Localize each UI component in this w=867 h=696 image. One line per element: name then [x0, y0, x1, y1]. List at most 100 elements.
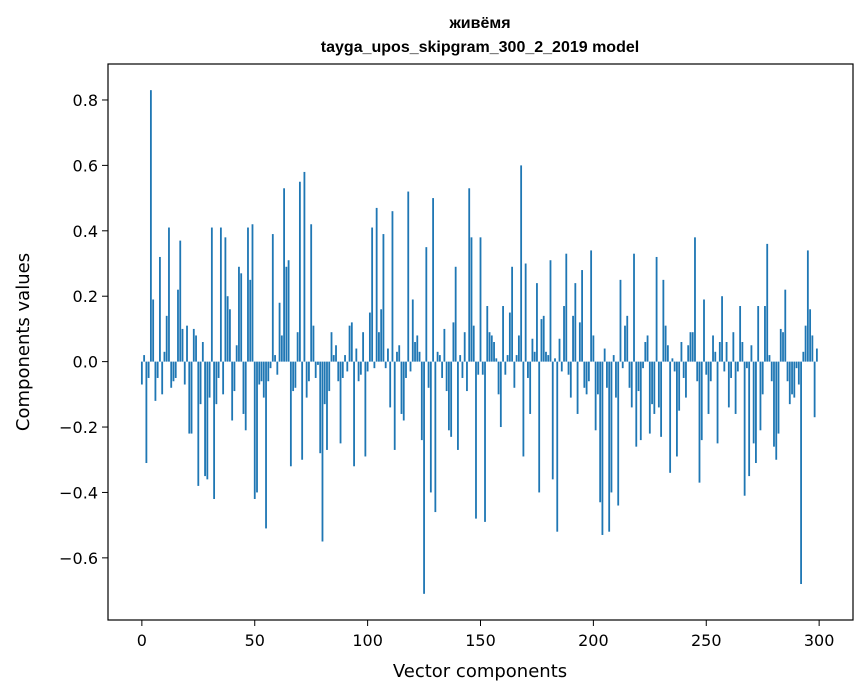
bar-136	[447, 361, 450, 431]
bar-277	[766, 243, 769, 362]
bar-2	[145, 361, 148, 464]
bar-26	[199, 361, 202, 405]
bar-84	[330, 332, 333, 362]
bar-208	[610, 361, 613, 493]
bar-92	[348, 325, 351, 362]
bar-132	[438, 355, 441, 362]
bar-118	[407, 191, 410, 362]
bar-175	[536, 283, 538, 362]
bar-266	[741, 342, 744, 362]
y-tick-label: −0.4	[59, 483, 98, 502]
bar-179	[545, 351, 547, 362]
bar-198	[587, 361, 590, 382]
bar-153	[486, 306, 489, 362]
bar-234	[669, 361, 672, 473]
bar-158	[497, 361, 500, 395]
bar-182	[551, 361, 554, 480]
bar-3	[147, 361, 150, 378]
bar-74	[308, 361, 310, 382]
bar-263	[734, 361, 737, 414]
bar-273	[757, 306, 760, 362]
bar-59	[274, 355, 276, 362]
bar-225	[648, 361, 651, 434]
bar-130	[434, 361, 437, 513]
bar-33	[215, 361, 218, 405]
bar-36	[222, 361, 225, 395]
bar-296	[809, 309, 812, 362]
bar-195	[581, 270, 583, 362]
bar-267	[743, 361, 746, 496]
bar-287	[788, 361, 791, 405]
bar-25	[197, 361, 200, 486]
bar-216	[628, 361, 631, 388]
bar-100	[366, 361, 369, 372]
bar-37	[224, 237, 227, 362]
x-tick-label: 150	[465, 631, 496, 650]
bar-272	[755, 361, 757, 464]
bar-183	[554, 358, 556, 362]
bar-9	[161, 361, 164, 395]
bar-290	[795, 361, 798, 369]
bar-120	[411, 299, 414, 362]
bar-30	[208, 361, 211, 398]
bar-138	[452, 322, 455, 362]
bar-149	[477, 361, 480, 375]
bar-0	[140, 361, 143, 385]
bar-254	[714, 351, 717, 362]
bar-168	[520, 165, 523, 362]
bar-28	[204, 361, 206, 477]
x-tick-label: 50	[245, 631, 265, 650]
bar-276	[764, 306, 766, 362]
bar-298	[813, 361, 816, 418]
bar-228	[655, 256, 658, 362]
bar-145	[468, 188, 471, 362]
x-tick-label: 0	[137, 631, 147, 650]
bar-203	[599, 361, 602, 503]
bar-21	[188, 361, 191, 434]
bar-116	[402, 361, 405, 421]
bar-206	[606, 361, 608, 388]
bar-221	[639, 361, 642, 441]
bar-57	[269, 361, 272, 369]
bar-192	[574, 283, 577, 362]
bar-174	[533, 351, 536, 362]
bar-108	[384, 361, 387, 369]
bar-241	[685, 361, 687, 398]
y-tick-label: 0.8	[73, 91, 98, 110]
bar-231	[662, 279, 665, 362]
x-tick-label: 250	[691, 631, 722, 650]
bar-70	[298, 181, 301, 362]
y-tick-label: −0.2	[59, 418, 98, 437]
bar-163	[508, 312, 511, 362]
bar-214	[624, 325, 626, 362]
bar-278	[768, 355, 771, 362]
bar-177	[540, 319, 543, 362]
bar-264	[736, 361, 739, 372]
bar-97	[359, 361, 362, 375]
bar-113	[396, 351, 398, 362]
bar-7	[156, 361, 159, 378]
bar-190	[569, 361, 572, 398]
bar-171	[527, 361, 529, 378]
bar-40	[231, 361, 234, 421]
bar-173	[531, 338, 534, 362]
bar-12	[168, 227, 170, 362]
bar-53	[260, 361, 263, 382]
bar-91	[346, 361, 349, 372]
bar-68	[294, 361, 297, 388]
bar-139	[454, 266, 457, 362]
bar-144	[466, 361, 468, 392]
bar-159	[499, 361, 502, 428]
bar-64	[285, 266, 288, 362]
bar-172	[529, 361, 532, 414]
bar-285	[784, 289, 787, 362]
bar-133	[441, 361, 444, 378]
bar-24	[195, 335, 197, 362]
bar-229	[657, 361, 660, 408]
bar-279	[770, 361, 773, 382]
bar-160	[502, 306, 504, 362]
bar-142	[461, 361, 464, 378]
bar-238	[678, 361, 681, 411]
x-axis-label: Vector components	[393, 661, 567, 682]
y-tick-label: 0.6	[73, 156, 98, 175]
